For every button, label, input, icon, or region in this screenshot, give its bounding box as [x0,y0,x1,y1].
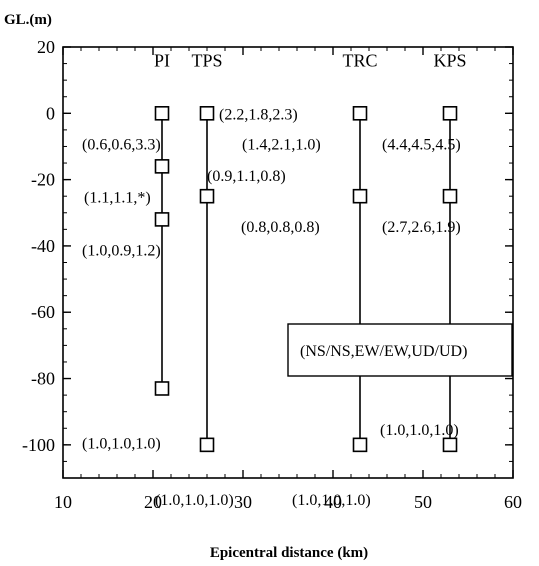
y-tick-label: 0 [46,103,55,123]
x-tick-label: 40 [324,492,342,512]
legend-frame [287,323,513,377]
sensor-marker [442,188,458,204]
legend-box: (NS/NS,EW/EW,UD/UD) [287,323,513,377]
sensor-marker [352,106,368,121]
x-axis-label: Epicentral distance (km) [210,545,368,561]
amplification-label: (0.6,0.6,3.3) [82,136,161,153]
amplification-label: (2.7,2.6,1.9) [382,219,461,236]
sensor-marker [442,437,458,453]
y-tick-label: -40 [31,236,55,256]
station-pi: PI (0.6,0.6,3.3) (1.1,1.1,*) (1.0,0.9,1.2) (… [82,50,170,452]
station-name: PI [154,50,170,70]
y-unit-label: GL.(m) [4,12,52,28]
station-name: TRC [342,50,377,70]
sensor-marker [154,212,170,227]
legend-text: (NS/NS,EW/EW,UD/UD) [300,343,467,360]
amplification-label: (4.4,4.5,4.5) [382,136,461,153]
x-tick-label: 60 [504,492,522,512]
sensor-marker [199,437,215,453]
y-tick-label: -60 [31,302,55,322]
x-tick-label: 20 [144,492,162,512]
sensor-marker [199,188,215,204]
amplification-label: (2.2,1.8,2.3) [219,106,298,123]
station-kps: KPS (4.4,4.5,4.5) (2.7,2.6,1.9) (1.0,1.0,1.… [380,50,467,453]
station-tps: TPS (2.2,1.8,2.3) (0.9,1.1,0.8) (1.0,1.0,1.… [155,50,298,509]
station-name: KPS [433,50,466,70]
amplification-label: (0.8,0.8,0.8) [241,219,320,236]
sensor-marker [154,159,170,174]
x-tick-label: 50 [414,492,432,512]
y-tick-label: -100 [22,435,55,455]
station-trc: TRC (1.4,2.1,1.0) (0.8,0.8,0.8) (1.0,1.0,1.… [241,50,378,509]
amplification-label: (1.1,1.1,*) [84,189,151,206]
amplification-label: (1.4,2.1,1.0) [242,136,321,153]
stations: PI (0.6,0.6,3.3) (1.1,1.1,*) (1.0,0.9,1.2) (… [82,50,467,509]
x-tick-label: 10 [54,492,72,512]
sensor-marker [154,106,170,121]
y-tick-label: -20 [31,170,55,190]
x-tick-label: 30 [234,492,252,512]
station-name: TPS [191,50,222,70]
amplification-label: (0.9,1.1,0.8) [207,168,286,185]
sensor-marker [154,381,170,396]
y-tick-label: 20 [37,37,55,57]
y-tick-label: -80 [31,369,55,389]
amplification-label: (1.0,1.0,1.0) [380,422,459,439]
sensor-marker [442,106,458,121]
amplification-label: (1.0,1.0,1.0) [292,492,371,509]
amplification-label: (1.0,1.0,1.0) [155,492,234,509]
sensor-marker [352,188,368,204]
amplification-label: (1.0,1.0,1.0) [82,435,161,452]
axis-ticks: 10 20 30 40 50 60 20 0 -20 -40 -60 -80 -100 [22,37,522,512]
amplification-label: (1.0,0.9,1.2) [82,242,161,259]
sensor-marker [199,106,215,121]
sensor-marker [352,437,368,453]
